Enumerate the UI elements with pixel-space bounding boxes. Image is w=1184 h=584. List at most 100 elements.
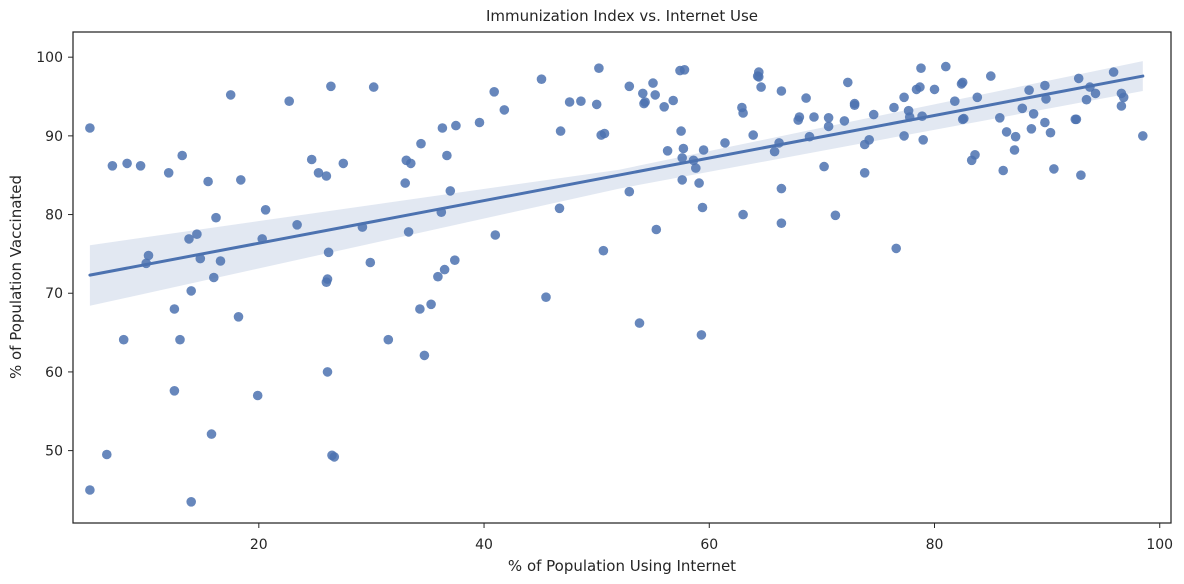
data-point — [823, 121, 834, 132]
data-point — [970, 150, 980, 160]
data-point — [406, 158, 416, 169]
data-point — [915, 82, 925, 92]
y-tick-label: 50 — [45, 444, 63, 460]
data-point — [830, 210, 841, 221]
data-point — [445, 186, 456, 196]
data-point — [599, 128, 610, 139]
data-point — [1041, 94, 1051, 104]
data-point — [554, 203, 565, 214]
data-point — [1028, 109, 1039, 119]
data-point — [292, 220, 302, 230]
data-point — [306, 154, 317, 165]
data-point — [959, 113, 969, 124]
data-point — [536, 74, 547, 84]
data-point — [143, 250, 154, 261]
x-tick-label: 100 — [1146, 537, 1173, 553]
regression-line — [88, 74, 1145, 277]
data-point — [677, 175, 687, 185]
data-point — [776, 183, 787, 194]
data-point — [899, 131, 909, 141]
data-point — [135, 161, 146, 171]
data-point — [738, 108, 748, 118]
data-point — [284, 96, 295, 106]
data-point — [624, 81, 635, 92]
y-tick-label: 70 — [45, 286, 63, 302]
axes: 20 40 60 80 100 50 60 70 80 90 100 — [36, 50, 1173, 553]
data-point — [1071, 114, 1082, 125]
data-point — [624, 186, 635, 197]
data-point — [184, 234, 194, 244]
data-point — [849, 100, 860, 110]
data-point — [1116, 101, 1127, 111]
data-point — [1073, 73, 1084, 84]
data-point — [122, 158, 132, 169]
data-point — [868, 109, 879, 120]
data-point — [809, 112, 819, 122]
data-point — [474, 117, 485, 128]
data-point — [451, 120, 461, 131]
data-point — [591, 99, 602, 110]
data-point — [490, 230, 501, 240]
data-point — [986, 71, 996, 81]
data-point — [102, 449, 112, 460]
data-point — [889, 102, 899, 113]
data-point — [1049, 164, 1059, 174]
data-point — [754, 72, 764, 82]
data-point — [864, 135, 874, 145]
data-point — [1017, 103, 1028, 114]
data-point — [236, 175, 246, 185]
data-point — [85, 485, 95, 495]
data-point — [1040, 117, 1050, 128]
data-point — [1138, 131, 1148, 141]
data-point — [322, 274, 333, 284]
data-point — [650, 90, 660, 100]
data-point — [638, 88, 648, 99]
data-point — [233, 312, 244, 322]
data-point — [564, 97, 575, 107]
data-point — [1009, 145, 1020, 155]
data-point — [439, 264, 450, 275]
data-point — [1001, 127, 1012, 137]
data-point — [941, 61, 951, 72]
data-point — [252, 390, 263, 401]
data-point — [756, 82, 766, 92]
data-point — [691, 163, 701, 173]
data-point — [368, 82, 379, 92]
data-point — [260, 205, 271, 215]
chart-title: Immunization Index vs. Internet Use — [486, 7, 758, 25]
data-point — [323, 247, 334, 258]
data-point — [843, 77, 853, 88]
data-point — [839, 116, 850, 126]
data-point — [313, 168, 324, 178]
data-point — [668, 95, 678, 106]
data-point — [694, 178, 704, 188]
data-point — [1108, 67, 1119, 77]
data-point — [329, 452, 340, 462]
x-tick-label: 60 — [700, 537, 718, 553]
data-point — [419, 350, 430, 361]
data-point — [338, 158, 349, 169]
data-point — [698, 145, 709, 155]
data-point — [634, 318, 645, 328]
confidence-band — [89, 61, 1143, 306]
data-point — [400, 178, 411, 188]
data-point — [801, 93, 811, 103]
data-point — [998, 165, 1008, 176]
plot-area — [85, 61, 1148, 507]
data-point — [1040, 80, 1050, 91]
data-point — [1118, 92, 1129, 103]
data-point — [776, 218, 787, 228]
data-point — [1045, 127, 1056, 138]
data-point — [321, 171, 332, 181]
data-point — [1026, 124, 1037, 134]
data-point — [107, 161, 118, 171]
data-point — [678, 143, 689, 154]
x-tick-label: 20 — [250, 537, 268, 553]
data-point — [594, 63, 604, 73]
data-point — [819, 161, 829, 172]
data-point — [676, 126, 686, 136]
data-point — [383, 334, 394, 345]
data-point — [679, 65, 690, 75]
data-point — [769, 146, 780, 157]
